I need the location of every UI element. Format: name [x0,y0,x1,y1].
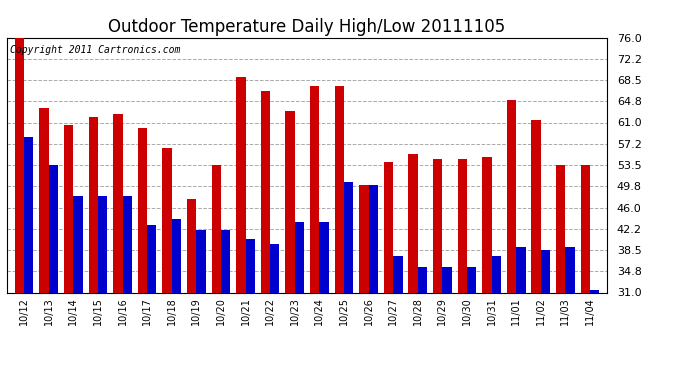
Bar [335,86,344,292]
Bar [39,108,49,292]
Bar [590,290,600,292]
Bar [393,256,402,292]
Bar [64,125,73,292]
Bar [319,222,328,292]
Bar [310,86,319,292]
Bar [516,247,526,292]
Bar [113,114,123,292]
Bar [491,256,501,292]
Bar [88,117,98,292]
Bar [14,38,24,292]
Bar [359,185,368,292]
Bar [531,120,541,292]
Bar [384,162,393,292]
Bar [556,165,565,292]
Bar [295,222,304,292]
Bar [123,196,132,292]
Bar [580,165,590,292]
Bar [565,247,575,292]
Title: Outdoor Temperature Daily High/Low 20111105: Outdoor Temperature Daily High/Low 20111… [108,18,506,36]
Bar [138,128,147,292]
Bar [212,165,221,292]
Bar [246,238,255,292]
Bar [261,92,270,292]
Bar [467,267,476,292]
Bar [344,182,353,292]
Bar [187,199,197,292]
Bar [98,196,107,292]
Bar [73,196,83,292]
Bar [49,165,58,292]
Bar [236,77,246,292]
Bar [162,148,172,292]
Bar [541,250,550,292]
Bar [433,159,442,292]
Bar [221,230,230,292]
Bar [442,267,452,292]
Bar [368,185,378,292]
Bar [507,100,516,292]
Bar [270,244,279,292]
Bar [457,159,467,292]
Bar [417,267,427,292]
Bar [172,219,181,292]
Bar [408,154,417,292]
Bar [197,230,206,292]
Text: Copyright 2011 Cartronics.com: Copyright 2011 Cartronics.com [10,45,180,55]
Bar [482,156,491,292]
Bar [286,111,295,292]
Bar [147,225,157,292]
Bar [24,136,34,292]
